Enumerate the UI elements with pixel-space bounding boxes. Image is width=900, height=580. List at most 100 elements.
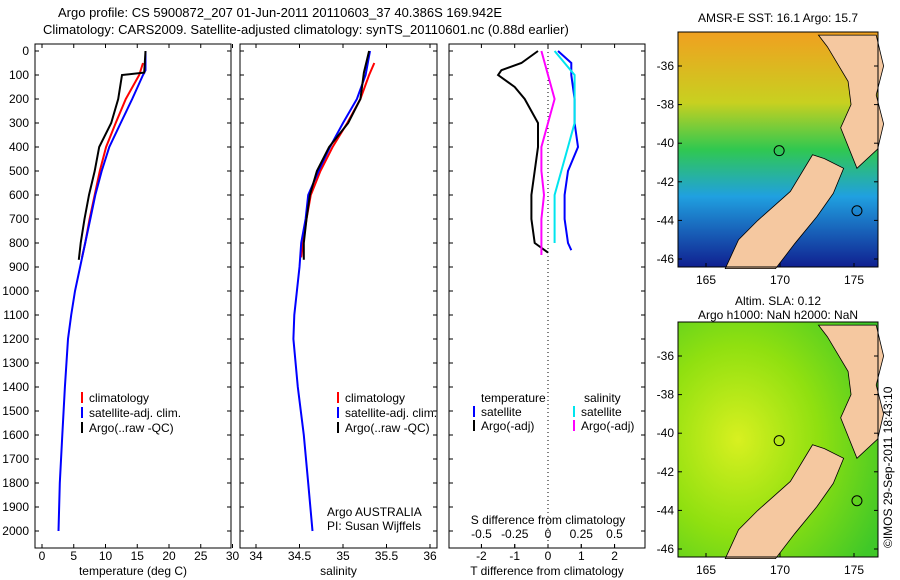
legend-swatch xyxy=(337,407,339,418)
y-tick-label: 1400 xyxy=(2,380,29,394)
legend-swatch xyxy=(81,407,83,418)
axes-box xyxy=(239,43,438,549)
x-tick-label: -2 xyxy=(476,549,487,563)
legend-entry: climatology xyxy=(89,391,149,405)
legend-swatch xyxy=(473,420,475,431)
y-tick-label: 1300 xyxy=(2,356,29,370)
y-tick-label: 1100 xyxy=(3,308,29,322)
series-climatology xyxy=(300,62,376,258)
y-tick-label: 200 xyxy=(9,92,29,106)
s-tick-label: 0.5 xyxy=(606,527,623,541)
panel-salinity: 34 34.5 35 35.5 36 salinity climatologysatelli… xyxy=(239,43,438,578)
x-tick-label: 35 xyxy=(336,549,350,563)
y-tick-label: 700 xyxy=(9,212,29,226)
legend-title-temperature: temperature xyxy=(481,391,546,405)
series-s-argo-adj- xyxy=(540,50,556,255)
map-frame xyxy=(677,31,879,268)
axes-box xyxy=(448,43,646,549)
series-satellite-adj-clim- xyxy=(57,51,147,532)
x-tick-label: 35.5 xyxy=(375,549,399,563)
imos-timestamp: ©IMOS 29-Sep-2011 18:43:10 xyxy=(881,386,895,548)
lon-tick-label: 165 xyxy=(696,273,716,287)
y-tick-label: 1800 xyxy=(2,476,29,490)
y-tick-label: 100 xyxy=(9,68,29,82)
series-argo-raw-qc- xyxy=(302,50,371,260)
lat-tick-label: -38 xyxy=(657,98,675,112)
s-tick-label: -0.5 xyxy=(471,527,492,541)
y-tick-label: 600 xyxy=(9,188,29,202)
x-axis-label: salinity xyxy=(320,564,357,578)
x-axis-label: temperature (deg C) xyxy=(79,564,187,578)
x-tick-label: 25 xyxy=(194,549,208,563)
x-tick-label: 36 xyxy=(423,549,437,563)
map-title: AMSR-E SST: 16.1 Argo: 15.7 xyxy=(698,11,858,25)
x-tick-label: 20 xyxy=(162,549,176,563)
s-tick-label: 0.25 xyxy=(570,527,594,541)
x-tick-label: 5 xyxy=(70,549,77,563)
legend-entry: satellite xyxy=(481,405,522,419)
lat-tick-label: -42 xyxy=(657,175,675,189)
legend-entry: climatology xyxy=(345,391,405,405)
legend-swatch xyxy=(573,420,575,431)
lat-tick-label: -46 xyxy=(657,252,675,266)
series-satellite-adj-clim- xyxy=(292,50,371,532)
map-subtitle: Argo h1000: NaN h2000: NaN xyxy=(698,308,858,322)
x-tick-label: 30 xyxy=(226,549,240,563)
south-island xyxy=(724,154,845,270)
lat-tick-label: -42 xyxy=(657,465,675,479)
y-tick-label: 800 xyxy=(9,236,29,250)
legend-entry: Argo(..raw -QC) xyxy=(89,421,174,435)
panel-temperature: 0100200300400500600700800900100011001200… xyxy=(2,43,240,578)
y-tick-label: 900 xyxy=(9,260,29,274)
lat-tick-label: -36 xyxy=(657,349,675,363)
y-tick-label: 1900 xyxy=(2,500,29,514)
series-s-satellite xyxy=(553,50,576,243)
north-island xyxy=(817,34,885,169)
series-climatology xyxy=(81,62,144,258)
lat-tick-label: -46 xyxy=(657,542,675,556)
legend-swatch xyxy=(337,392,339,403)
legend-swatch xyxy=(573,406,575,417)
lat-tick-label: -44 xyxy=(657,503,675,517)
x-tick-label: 2 xyxy=(611,549,618,563)
x-tick-label: 1 xyxy=(578,549,585,563)
legend-entry: Argo(..raw -QC) xyxy=(345,421,430,435)
lon-tick-label: 175 xyxy=(844,273,864,287)
lat-tick-label: -36 xyxy=(657,59,675,73)
legend-swatch xyxy=(337,422,339,433)
legend-swatch xyxy=(473,406,475,417)
y-tick-label: 1600 xyxy=(2,428,29,442)
argo-location-marker xyxy=(773,435,785,447)
operator-annotation: PI: Susan Wijffels xyxy=(327,519,421,533)
x-tick-label: -1 xyxy=(509,549,520,563)
lon-tick-label: 165 xyxy=(696,563,716,577)
lat-tick-label: -40 xyxy=(657,136,675,150)
x-tick-label: 34 xyxy=(249,549,263,563)
legend-swatch xyxy=(81,422,83,433)
marker xyxy=(851,495,863,507)
x-tick-label: 15 xyxy=(131,549,145,563)
south-island xyxy=(724,444,845,560)
x-tick-label: 0 xyxy=(39,549,46,563)
legend-swatch xyxy=(81,392,83,403)
legend-entry: satellite xyxy=(581,405,622,419)
legend-entry: Argo(-adj) xyxy=(581,419,634,433)
y-tick-label: 400 xyxy=(9,140,29,154)
y-tick-label: 1200 xyxy=(2,332,29,346)
lon-tick-label: 175 xyxy=(844,563,864,577)
s-axis-label: S difference from climatology xyxy=(471,513,626,527)
lat-tick-label: -38 xyxy=(657,388,675,402)
y-tick-label: 2000 xyxy=(2,524,29,538)
s-tick-label: 0 xyxy=(545,527,552,541)
y-tick-label: 1500 xyxy=(2,404,29,418)
marker xyxy=(851,205,863,217)
map-panel-sst: AMSR-E SST: 16.1 Argo: 15.7 -36 -38 -40 -42 -… xyxy=(657,11,885,287)
argo-location-marker xyxy=(773,145,785,157)
lat-tick-label: -44 xyxy=(657,213,675,227)
legend-title-salinity: salinity xyxy=(584,391,621,405)
legend-entry: satellite-adj. clim. xyxy=(89,406,181,420)
panel-difference: -2 -1 0 1 2T difference from climatology -0.5… xyxy=(448,43,646,578)
map-frame xyxy=(677,321,879,558)
